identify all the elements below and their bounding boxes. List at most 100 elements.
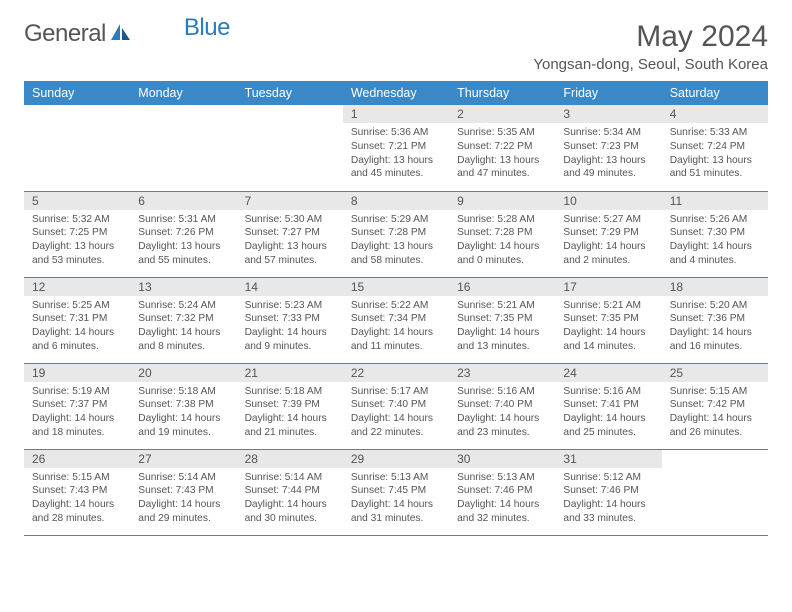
sunset-text: Sunset: 7:27 PM <box>245 226 335 240</box>
daylight-text-1: Daylight: 14 hours <box>457 326 547 340</box>
day-details: Sunrise: 5:18 AMSunset: 7:38 PMDaylight:… <box>130 382 236 444</box>
day-details: Sunrise: 5:25 AMSunset: 7:31 PMDaylight:… <box>24 296 130 358</box>
calendar-day-cell: 13Sunrise: 5:24 AMSunset: 7:32 PMDayligh… <box>130 277 236 363</box>
sunrise-text: Sunrise: 5:23 AM <box>245 299 335 313</box>
day-number: 24 <box>555 364 661 382</box>
sunset-text: Sunset: 7:40 PM <box>351 398 441 412</box>
daylight-text-1: Daylight: 14 hours <box>138 326 228 340</box>
sunrise-text: Sunrise: 5:36 AM <box>351 126 441 140</box>
logo-sail-icon <box>110 22 132 47</box>
day-header-row: Sunday Monday Tuesday Wednesday Thursday… <box>24 81 768 105</box>
sunrise-text: Sunrise: 5:21 AM <box>457 299 547 313</box>
calendar-day-cell: 30Sunrise: 5:13 AMSunset: 7:46 PMDayligh… <box>449 449 555 535</box>
sunrise-text: Sunrise: 5:29 AM <box>351 213 441 227</box>
sunset-text: Sunset: 7:41 PM <box>563 398 653 412</box>
sunset-text: Sunset: 7:46 PM <box>563 484 653 498</box>
day-number: 30 <box>449 450 555 468</box>
sunset-text: Sunset: 7:39 PM <box>245 398 335 412</box>
daylight-text-2: and 14 minutes. <box>563 340 653 354</box>
calendar-day-cell: 9Sunrise: 5:28 AMSunset: 7:28 PMDaylight… <box>449 191 555 277</box>
day-number: 8 <box>343 192 449 210</box>
logo-text-blue: Blue <box>184 14 230 42</box>
day-details: Sunrise: 5:36 AMSunset: 7:21 PMDaylight:… <box>343 123 449 185</box>
sunset-text: Sunset: 7:22 PM <box>457 140 547 154</box>
daylight-text-2: and 4 minutes. <box>670 254 760 268</box>
calendar-day-cell: 22Sunrise: 5:17 AMSunset: 7:40 PMDayligh… <box>343 363 449 449</box>
daylight-text-2: and 8 minutes. <box>138 340 228 354</box>
calendar-day-cell: 16Sunrise: 5:21 AMSunset: 7:35 PMDayligh… <box>449 277 555 363</box>
location-text: Yongsan-dong, Seoul, South Korea <box>533 56 768 73</box>
sunrise-text: Sunrise: 5:14 AM <box>138 471 228 485</box>
daylight-text-1: Daylight: 14 hours <box>563 240 653 254</box>
sunset-text: Sunset: 7:28 PM <box>351 226 441 240</box>
day-details: Sunrise: 5:15 AMSunset: 7:42 PMDaylight:… <box>662 382 768 444</box>
day-details: Sunrise: 5:22 AMSunset: 7:34 PMDaylight:… <box>343 296 449 358</box>
sunset-text: Sunset: 7:33 PM <box>245 312 335 326</box>
daylight-text-2: and 6 minutes. <box>32 340 122 354</box>
daylight-text-1: Daylight: 13 hours <box>245 240 335 254</box>
calendar-day-cell: 7Sunrise: 5:30 AMSunset: 7:27 PMDaylight… <box>237 191 343 277</box>
day-details: Sunrise: 5:29 AMSunset: 7:28 PMDaylight:… <box>343 210 449 272</box>
day-number: 2 <box>449 105 555 123</box>
daylight-text-1: Daylight: 14 hours <box>457 240 547 254</box>
calendar-day-cell: 6Sunrise: 5:31 AMSunset: 7:26 PMDaylight… <box>130 191 236 277</box>
sunrise-text: Sunrise: 5:21 AM <box>563 299 653 313</box>
calendar-week-row: 1Sunrise: 5:36 AMSunset: 7:21 PMDaylight… <box>24 105 768 191</box>
day-details: Sunrise: 5:17 AMSunset: 7:40 PMDaylight:… <box>343 382 449 444</box>
sunrise-text: Sunrise: 5:30 AM <box>245 213 335 227</box>
day-header: Thursday <box>449 81 555 105</box>
day-details: Sunrise: 5:30 AMSunset: 7:27 PMDaylight:… <box>237 210 343 272</box>
day-number: 13 <box>130 278 236 296</box>
day-details: Sunrise: 5:32 AMSunset: 7:25 PMDaylight:… <box>24 210 130 272</box>
day-number: 11 <box>662 192 768 210</box>
sunrise-text: Sunrise: 5:24 AM <box>138 299 228 313</box>
sunset-text: Sunset: 7:25 PM <box>32 226 122 240</box>
sunset-text: Sunset: 7:46 PM <box>457 484 547 498</box>
day-number: 16 <box>449 278 555 296</box>
daylight-text-1: Daylight: 14 hours <box>563 498 653 512</box>
daylight-text-2: and 23 minutes. <box>457 426 547 440</box>
daylight-text-1: Daylight: 14 hours <box>670 240 760 254</box>
day-number: 18 <box>662 278 768 296</box>
sunrise-text: Sunrise: 5:33 AM <box>670 126 760 140</box>
daylight-text-1: Daylight: 14 hours <box>138 412 228 426</box>
day-number: 1 <box>343 105 449 123</box>
daylight-text-1: Daylight: 14 hours <box>457 498 547 512</box>
daylight-text-1: Daylight: 14 hours <box>245 498 335 512</box>
sunrise-text: Sunrise: 5:25 AM <box>32 299 122 313</box>
sunrise-text: Sunrise: 5:19 AM <box>32 385 122 399</box>
calendar-day-cell: 5Sunrise: 5:32 AMSunset: 7:25 PMDaylight… <box>24 191 130 277</box>
daylight-text-2: and 32 minutes. <box>457 512 547 526</box>
day-number: 22 <box>343 364 449 382</box>
calendar-day-cell: 11Sunrise: 5:26 AMSunset: 7:30 PMDayligh… <box>662 191 768 277</box>
sunset-text: Sunset: 7:21 PM <box>351 140 441 154</box>
daylight-text-2: and 33 minutes. <box>563 512 653 526</box>
calendar-day-cell: 3Sunrise: 5:34 AMSunset: 7:23 PMDaylight… <box>555 105 661 191</box>
day-details: Sunrise: 5:24 AMSunset: 7:32 PMDaylight:… <box>130 296 236 358</box>
calendar-day-cell: 15Sunrise: 5:22 AMSunset: 7:34 PMDayligh… <box>343 277 449 363</box>
sunset-text: Sunset: 7:23 PM <box>563 140 653 154</box>
daylight-text-1: Daylight: 14 hours <box>138 498 228 512</box>
calendar-day-cell: 27Sunrise: 5:14 AMSunset: 7:43 PMDayligh… <box>130 449 236 535</box>
day-details: Sunrise: 5:13 AMSunset: 7:46 PMDaylight:… <box>449 468 555 530</box>
daylight-text-1: Daylight: 14 hours <box>245 412 335 426</box>
logo-text-general: General <box>24 20 106 48</box>
sunset-text: Sunset: 7:29 PM <box>563 226 653 240</box>
daylight-text-2: and 51 minutes. <box>670 167 760 181</box>
daylight-text-2: and 0 minutes. <box>457 254 547 268</box>
daylight-text-2: and 18 minutes. <box>32 426 122 440</box>
daylight-text-1: Daylight: 14 hours <box>351 498 441 512</box>
day-number: 12 <box>24 278 130 296</box>
daylight-text-1: Daylight: 13 hours <box>457 154 547 168</box>
calendar-day-cell: 2Sunrise: 5:35 AMSunset: 7:22 PMDaylight… <box>449 105 555 191</box>
daylight-text-2: and 49 minutes. <box>563 167 653 181</box>
daylight-text-1: Daylight: 13 hours <box>351 154 441 168</box>
day-details: Sunrise: 5:28 AMSunset: 7:28 PMDaylight:… <box>449 210 555 272</box>
sunset-text: Sunset: 7:36 PM <box>670 312 760 326</box>
day-number: 19 <box>24 364 130 382</box>
title-block: May 2024 Yongsan-dong, Seoul, South Kore… <box>533 20 768 73</box>
sunrise-text: Sunrise: 5:13 AM <box>351 471 441 485</box>
sunrise-text: Sunrise: 5:18 AM <box>245 385 335 399</box>
sunrise-text: Sunrise: 5:18 AM <box>138 385 228 399</box>
day-number: 9 <box>449 192 555 210</box>
